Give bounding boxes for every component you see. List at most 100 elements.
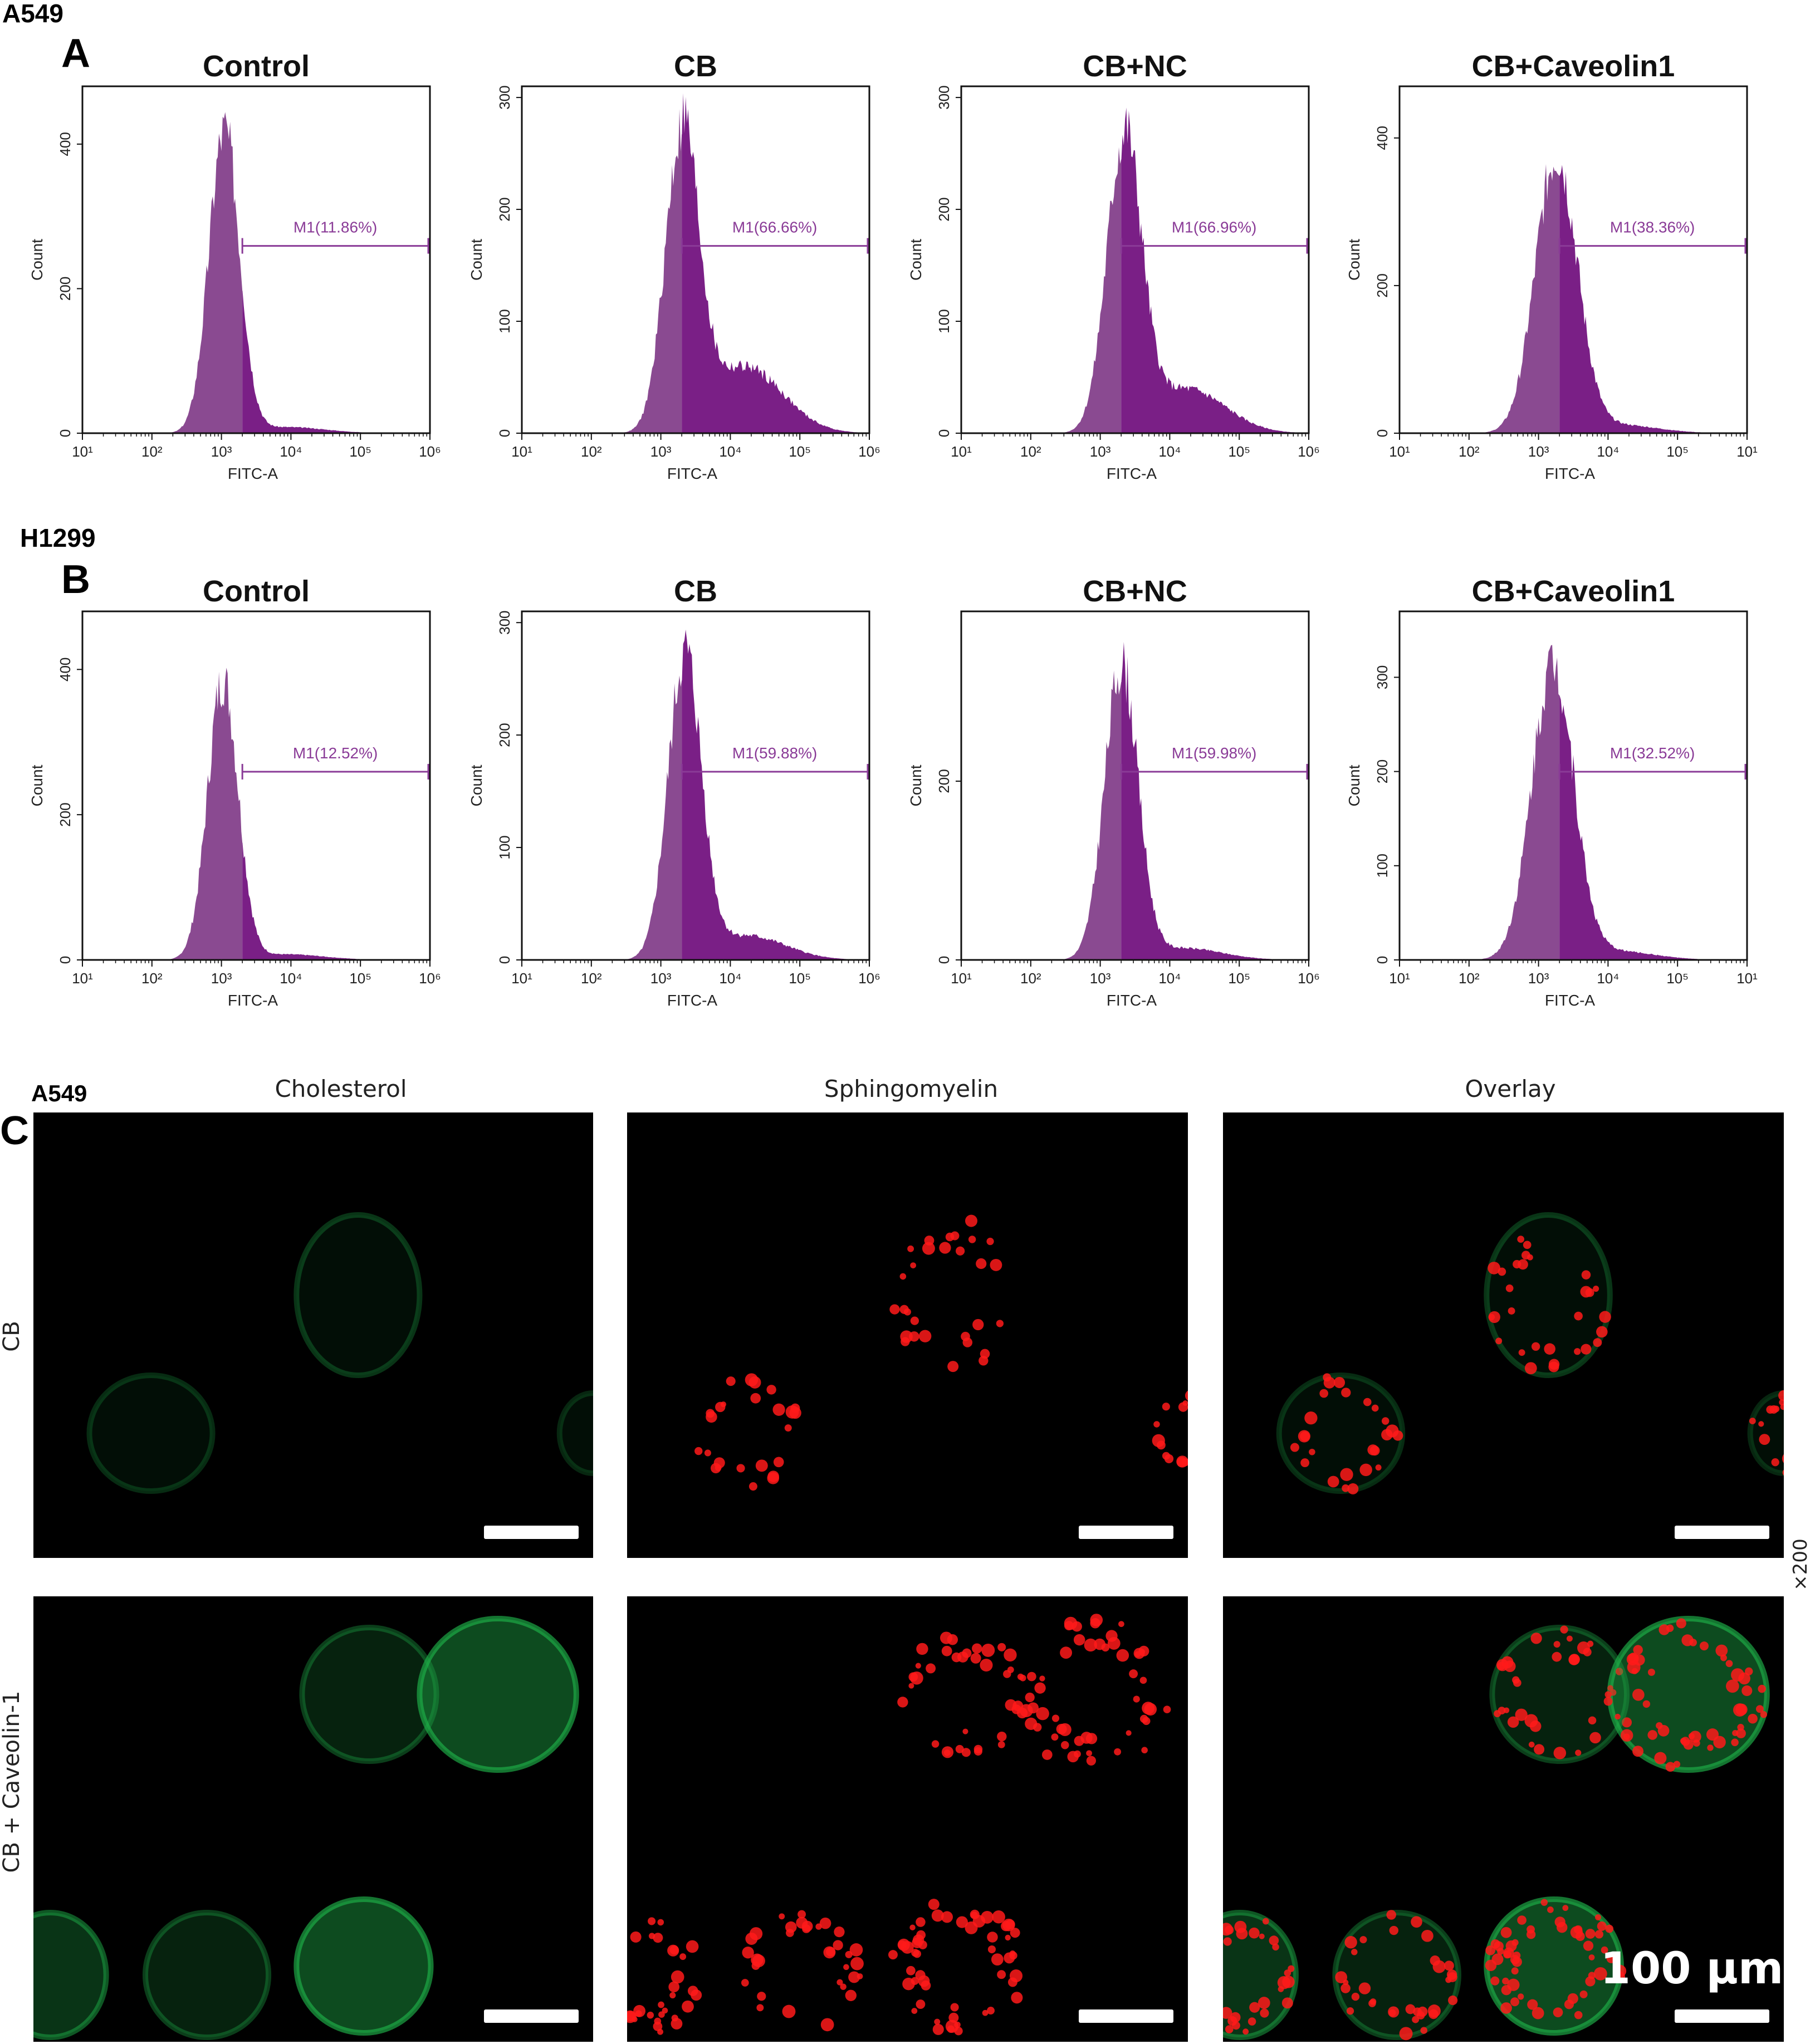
red-puncta (1260, 2008, 1269, 2018)
red-puncta (1501, 1985, 1512, 1996)
red-puncta (962, 1728, 968, 1734)
histogram-title: Control (203, 50, 310, 83)
red-puncta (1614, 1713, 1621, 1720)
micrograph-background (33, 1112, 593, 1558)
red-puncta (1342, 1484, 1350, 1492)
row-label-cb: CB (0, 1321, 25, 1351)
x-tick-label: 10⁵ (1666, 970, 1689, 987)
red-puncta (906, 1965, 916, 1976)
red-puncta (1485, 1945, 1495, 1955)
y-tick-label: 400 (57, 132, 74, 156)
red-puncta (1388, 2006, 1400, 2018)
x-tick-label: 10⁶ (1298, 970, 1320, 987)
red-puncta (1319, 1389, 1329, 1398)
scale-bar (1675, 2009, 1769, 2023)
red-puncta (1381, 1417, 1390, 1425)
red-puncta (648, 1933, 655, 1939)
gate-label: M1(32.52%) (1610, 744, 1695, 762)
cell-green (86, 1373, 216, 1494)
red-puncta (1341, 1388, 1351, 1398)
red-puncta (1665, 1762, 1676, 1772)
red-puncta (1731, 1668, 1745, 1682)
red-puncta (947, 1361, 959, 1373)
red-puncta (1290, 1443, 1299, 1452)
red-puncta (1368, 1999, 1376, 2007)
red-puncta (1564, 1999, 1574, 2009)
red-puncta (772, 1403, 785, 1416)
histogram-area-gated (682, 93, 869, 433)
y-axis-label: Count (468, 764, 485, 806)
gate-label: M1(59.88%) (732, 744, 818, 762)
red-puncta (789, 1406, 801, 1419)
red-puncta (950, 2003, 959, 2012)
red-puncta (657, 1919, 664, 1926)
red-puncta (982, 2009, 989, 2016)
red-puncta (1269, 1935, 1279, 1945)
red-puncta (1141, 1747, 1148, 1754)
red-puncta (1304, 1411, 1318, 1425)
red-puncta (986, 1237, 994, 1246)
red-puncta (1488, 1262, 1501, 1275)
red-puncta (1114, 1748, 1122, 1756)
x-tick-label: 10⁵ (349, 970, 371, 987)
x-tick-label: 10⁴ (719, 970, 741, 987)
red-puncta (1340, 1468, 1353, 1481)
y-axis-label: Count (1346, 239, 1363, 281)
red-puncta (897, 1697, 908, 1708)
red-puncta (1654, 1752, 1667, 1764)
red-puncta (1249, 2002, 1260, 2013)
red-puncta (1596, 1326, 1608, 1338)
x-tick-label: 10¹ (1389, 970, 1410, 987)
micrograph-cholesterol-row-2 (33, 1596, 593, 2042)
cell-green (1484, 1212, 1613, 1378)
cell-green (143, 1910, 272, 2040)
red-puncta (916, 1643, 928, 1655)
y-tick-label: 0 (496, 956, 513, 964)
red-puncta (915, 1663, 921, 1669)
histogram-frame (81, 85, 431, 434)
histogram-b-4: CB+Caveolin1 M1(32.52%) 0 100 200 300 Count 10¹… (1346, 575, 1758, 1009)
red-puncta (1530, 1633, 1542, 1644)
y-tick-label: 200 (1374, 273, 1391, 297)
red-puncta (1060, 1741, 1069, 1749)
x-tick-label: 10⁵ (1228, 970, 1250, 987)
red-puncta (996, 1320, 1004, 1327)
red-puncta (796, 1916, 808, 1929)
red-puncta (1642, 1700, 1651, 1708)
histogram-title: CB+Caveolin1 (1472, 575, 1675, 608)
red-puncta (1249, 1927, 1260, 1939)
red-puncta (1715, 1644, 1728, 1657)
red-puncta (1386, 1910, 1396, 1920)
red-puncta (1073, 1634, 1085, 1646)
red-puncta (686, 1940, 699, 1953)
red-puncta (1375, 1464, 1382, 1471)
x-tick-label: 10⁴ (1158, 970, 1181, 987)
x-tick-label: 10¹ (1736, 443, 1758, 460)
red-puncta (1448, 1995, 1458, 2006)
red-puncta (1041, 1749, 1053, 1760)
red-puncta (968, 1236, 976, 1243)
histogram-a-2: CB M1(66.66%) 0 100 200 300 Count 10¹ 10² 10³ 10⁴ 1… (468, 50, 880, 482)
x-tick-label: 10³ (650, 970, 672, 987)
histogram-area-gated (242, 291, 430, 433)
red-puncta (1411, 1916, 1422, 1928)
red-puncta (657, 2028, 663, 2035)
red-puncta (756, 2004, 764, 2012)
red-puncta (910, 1262, 917, 1268)
red-puncta (1058, 1723, 1072, 1736)
histogram-b-3: CB+NC M1(59.98%) 0 200 Count 10¹ 10² 10³ 10⁴ 10⁵ 1… (907, 575, 1320, 1009)
red-puncta (916, 1917, 926, 1927)
red-puncta (1084, 1638, 1098, 1652)
red-puncta (992, 1910, 1005, 1924)
red-puncta (1725, 1660, 1733, 1668)
red-puncta (1603, 1697, 1613, 1706)
red-puncta (1300, 1458, 1310, 1468)
histogram-title: CB+NC (1083, 50, 1187, 83)
x-tick-label: 10² (141, 970, 163, 987)
red-puncta (1242, 2028, 1249, 2035)
red-puncta (1658, 1624, 1670, 1635)
histogram-b-1: Control M1(12.52%) 0 200 400 Count 10¹ 10² 10³ 10… (28, 575, 441, 1009)
red-puncta (627, 2010, 637, 2023)
red-puncta (1615, 1668, 1623, 1675)
